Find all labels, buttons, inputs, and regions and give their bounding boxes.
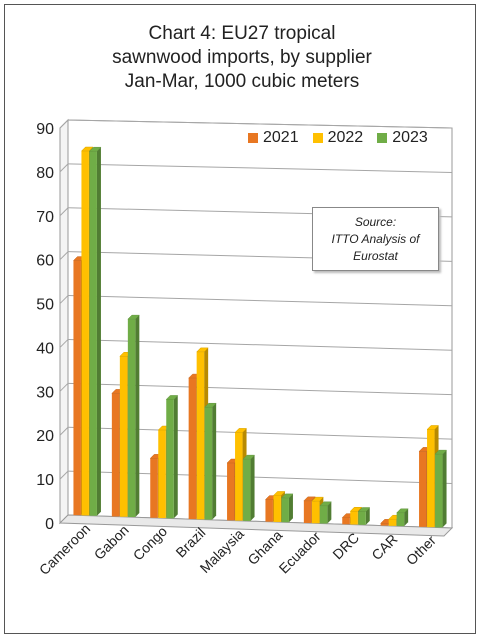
- y-tick-label: 70: [36, 209, 54, 226]
- x-category-label: Other: [403, 532, 439, 568]
- legend-item-2022: 2022: [312, 129, 364, 147]
- source-line-2: ITTO Analysis of: [331, 231, 420, 246]
- x-category-label: Ecuador: [276, 528, 324, 576]
- gridline: [67, 119, 453, 129]
- gridline-side: [59, 382, 69, 392]
- bar-ecuador-2023: [319, 501, 332, 524]
- y-tick-label: 40: [36, 340, 54, 357]
- bar-gabon-2023: [127, 314, 140, 518]
- y-tick-label: 0: [45, 516, 54, 533]
- chart-title-line-2: sawnwood imports, by supplier: [112, 47, 372, 68]
- legend-item-2023: 2023: [377, 129, 428, 147]
- legend-swatch-2022: [312, 133, 323, 143]
- chart-title: Chart 4: EU27 tropical sawnwood imports,…: [0, 22, 484, 94]
- chart-title-line-1: Chart 4: EU27 tropical: [148, 23, 336, 44]
- x-category-label: Brazil: [172, 524, 208, 560]
- x-category-label: Congo: [130, 523, 171, 564]
- legend: 2021 2022 2023: [248, 129, 428, 147]
- source-line-1: Source:: [354, 214, 397, 229]
- side-wall: [59, 118, 69, 525]
- gridline-side: [59, 339, 69, 348]
- bar-congo-2023: [165, 395, 179, 519]
- bar-drc-2023: [357, 507, 371, 525]
- y-tick-label: 10: [36, 472, 54, 489]
- bar-malaysia-2023: [242, 454, 256, 521]
- y-tick-label: 90: [36, 121, 54, 138]
- x-category-label: Gabon: [91, 522, 132, 563]
- x-category-label: CAR: [368, 531, 400, 563]
- legend-label-2021: 2021: [263, 129, 299, 146]
- gridline-side: [59, 295, 69, 304]
- gridline-side: [59, 119, 69, 129]
- legend-swatch-2021: [248, 133, 258, 143]
- x-category-label: DRC: [329, 530, 362, 563]
- bar-ghana-2023: [280, 493, 294, 523]
- gridline-side: [59, 251, 69, 261]
- legend-label-2023: 2023: [392, 129, 428, 146]
- gridline-side: [59, 470, 69, 480]
- legend-item-2021: 2021: [248, 129, 299, 147]
- floor: [58, 514, 454, 537]
- source-annotation: Source: ITTO Analysis of Eurostat: [312, 207, 439, 271]
- y-tick-label: 20: [36, 428, 54, 445]
- legend-swatch-2023: [377, 133, 388, 143]
- gridline-side: [59, 163, 69, 173]
- gridline-side: [59, 426, 69, 436]
- y-tick-label: 30: [36, 384, 54, 401]
- bar-car-2023: [396, 508, 409, 527]
- bar-other-2023: [434, 449, 448, 528]
- gridline: [67, 295, 453, 307]
- chart-title-line-3: Jan-Mar, 1000 cubic meters: [124, 71, 360, 92]
- y-tick-label: 80: [36, 165, 54, 182]
- gridline-side: [59, 207, 69, 217]
- gridline: [67, 163, 453, 173]
- legend-label-2022: 2022: [327, 129, 364, 146]
- bar-cameroon-2023: [88, 146, 102, 516]
- y-tick-label: 60: [36, 253, 54, 270]
- y-tick-label: 50: [36, 297, 54, 314]
- source-line-3: Eurostat: [353, 248, 398, 263]
- bar-brazil-2023: [204, 402, 217, 520]
